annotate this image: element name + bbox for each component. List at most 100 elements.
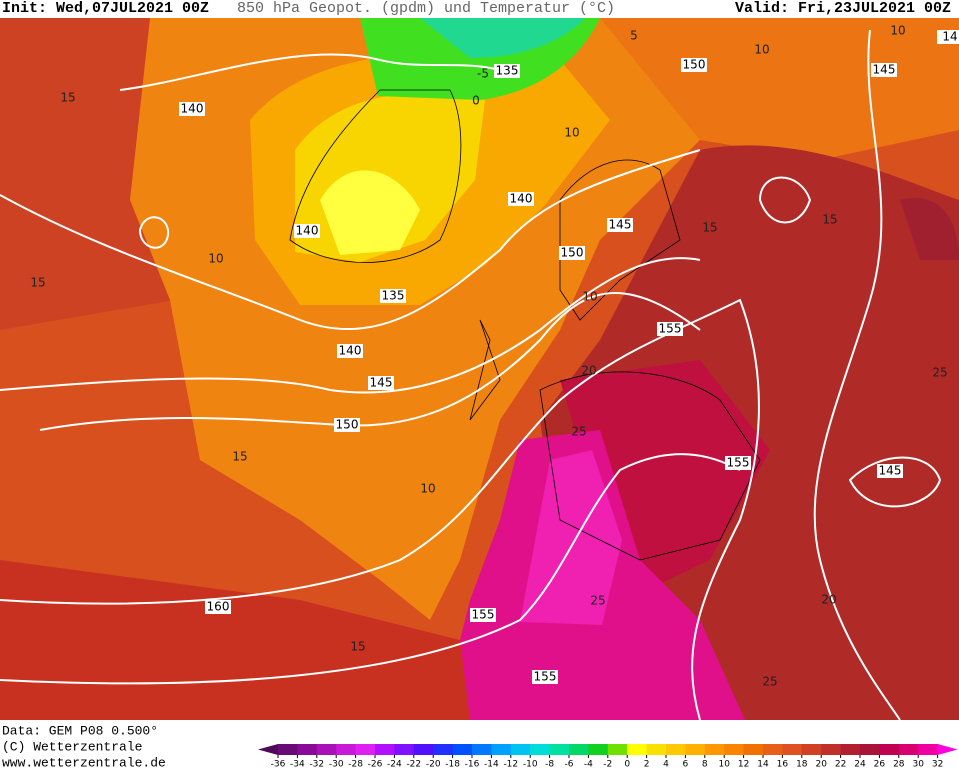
colorbar-cell [530, 744, 551, 755]
colorbar-cell [297, 744, 318, 755]
height-label: 140 [296, 224, 319, 238]
colorbar-tick-label: -14 [484, 760, 499, 770]
label-box [205, 600, 231, 614]
colorbar-tick-label: 26 [874, 760, 886, 770]
colorbar-tick-label: -2 [603, 760, 612, 770]
colorbar-tick-label: 2 [644, 760, 650, 770]
temperature-label: 15 [60, 91, 75, 105]
height-label: 14 [942, 30, 957, 44]
label-box [877, 464, 903, 478]
colorbar-cell [375, 744, 395, 755]
colorbar-tick-label: 8 [702, 760, 708, 770]
label-box [725, 456, 751, 470]
colorbar-cell [898, 744, 919, 755]
colorbar-tick-label: -30 [329, 760, 344, 770]
colorbar-tick-label: 0 [624, 760, 630, 770]
colorbar-cell [627, 744, 648, 755]
temperature-label: -5 [477, 67, 489, 81]
height-label: 160 [207, 600, 230, 614]
colorbar-tick-label: 16 [777, 760, 789, 770]
temperature-label: 25 [571, 425, 586, 439]
temperature-label: 25 [762, 675, 777, 689]
label-box [937, 30, 959, 44]
colorbar-cell [394, 744, 415, 755]
colorbar-end [258, 744, 278, 755]
label-box [470, 608, 496, 622]
temperature-label: 5 [630, 29, 638, 43]
colorbar-tick-label: 12 [738, 760, 749, 770]
colorbar-tick-label: -22 [406, 760, 421, 770]
height-label: 145 [879, 464, 902, 478]
colorbar-tick-label: 30 [912, 760, 924, 770]
temperature-label: 10 [754, 43, 769, 57]
height-label: 155 [534, 670, 557, 684]
label-box [294, 224, 320, 238]
colorbar-cell [860, 744, 880, 755]
label-box [337, 344, 363, 358]
colorbar-tick-label: -36 [271, 760, 286, 770]
colorbar-cell [472, 744, 492, 755]
label-box [334, 418, 360, 432]
colorbar-tick-label: 6 [683, 760, 689, 770]
colorbar-cell [879, 744, 900, 755]
temperature-label: 0 [472, 94, 480, 108]
colorbar-cell [336, 744, 357, 755]
colorbar-end [937, 744, 958, 755]
colorbar-tick-label: -10 [523, 760, 538, 770]
temperature-label: 10 [890, 24, 905, 38]
colorbar-cell [704, 744, 725, 755]
colorbar-tick-label: 24 [854, 760, 866, 770]
height-label: 145 [370, 376, 393, 390]
height-label: 150 [336, 418, 359, 432]
colorbar-cell [918, 744, 939, 755]
height-label: 145 [609, 218, 632, 232]
label-box [681, 58, 707, 72]
colorbar-cell [433, 744, 454, 755]
height-label: 155 [472, 608, 495, 622]
colorbar-tick-label: -18 [445, 760, 460, 770]
temperature-label: 25 [932, 366, 947, 380]
temperature-label: 10 [208, 252, 223, 266]
colorbar-tick-label: -20 [426, 760, 441, 770]
height-label: 135 [382, 289, 405, 303]
init-label: Init: Wed,07JUL2021 00Z [2, 0, 209, 17]
colorbar-cell [452, 744, 473, 755]
colorbar-tick-label: -4 [584, 760, 593, 770]
label-box [559, 246, 585, 260]
website: www.wetterzentrale.de [2, 755, 166, 770]
colorbar-cell [724, 744, 745, 755]
colorbar-cell [821, 744, 842, 755]
label-box [179, 102, 205, 116]
height-label: 155 [659, 322, 682, 336]
colorbar-tick-label: 20 [815, 760, 827, 770]
colorbar-cell [646, 744, 667, 755]
colorbar-tick-label: -8 [545, 760, 554, 770]
colorbar-tick-label: -32 [309, 760, 324, 770]
label-box [368, 376, 394, 390]
colorbar-cell [666, 744, 686, 755]
copyright: (C) Wetterzentrale [2, 739, 142, 754]
temperature-label: 20 [821, 593, 836, 607]
colorbar-cell [278, 744, 298, 755]
colorbar-cell [801, 744, 822, 755]
colorbar-cell [782, 744, 803, 755]
label-box [607, 218, 633, 232]
colorbar-cell [607, 744, 628, 755]
colorbar-cell [588, 744, 609, 755]
height-label: 145 [873, 63, 896, 77]
colorbar-tick-label: -24 [387, 760, 402, 770]
temperature-label: 10 [582, 290, 597, 304]
height-label: 150 [561, 246, 584, 260]
temperature-label: 10 [420, 482, 435, 496]
label-box [380, 289, 406, 303]
height-label: 140 [510, 192, 533, 206]
temperature-label: 15 [702, 221, 717, 235]
map-title: 850 hPa Geopot. (gpdm) und Temperatur (°… [237, 0, 615, 17]
label-box [657, 322, 683, 336]
colorbar-tick-label: 28 [893, 760, 905, 770]
colorbar-cell [840, 744, 861, 755]
colorbar-cell [685, 744, 706, 755]
temperature-label: 15 [822, 213, 837, 227]
colorbar-tick-label: 10 [718, 760, 730, 770]
